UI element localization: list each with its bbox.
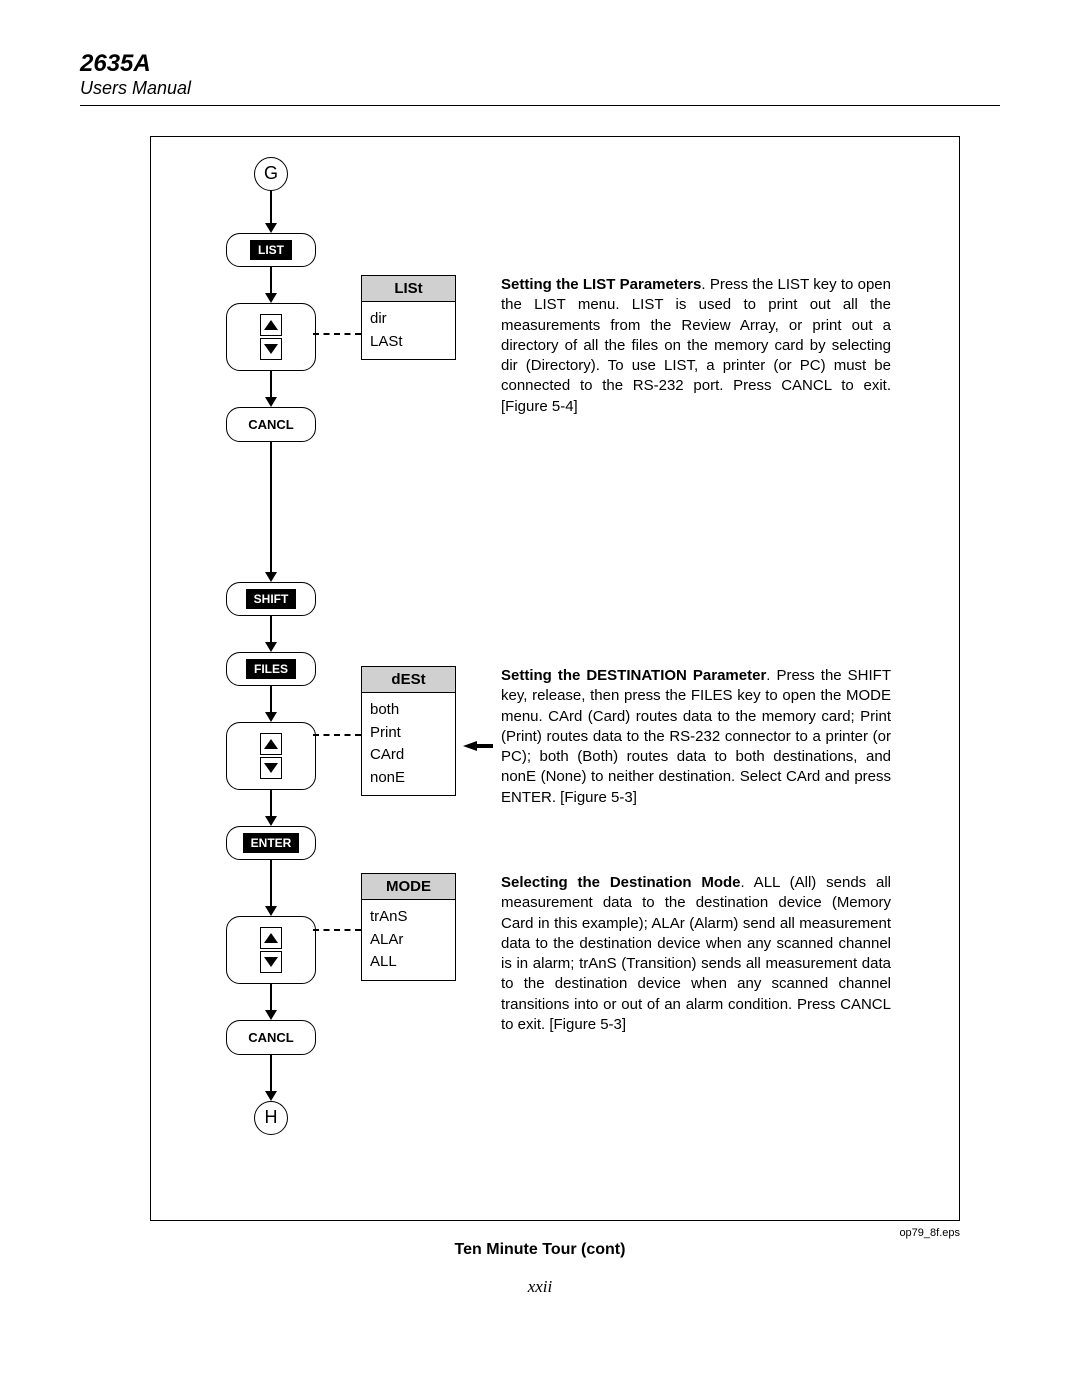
menu-mode-item: ALL (370, 951, 447, 974)
desc-mode: Selecting the Destination Mode. ALL (All… (501, 873, 891, 1035)
menu-list-item: LASt (370, 331, 447, 354)
node-g: G (254, 157, 288, 191)
button-cancl-label: CANCL (240, 414, 302, 435)
diagram-frame: G LIST CANCL SHIFT FILES (150, 136, 960, 1221)
button-cancl2-label: CANCL (240, 1027, 302, 1048)
desc-dest-text: . Press the SHIFT key, release, then pre… (501, 667, 891, 806)
updown-1 (226, 303, 316, 371)
menu-list-head: LISt (362, 276, 455, 302)
model-number: 2635A (80, 50, 1000, 78)
down-arrow-icon (260, 951, 282, 973)
button-enter-label: ENTER (243, 833, 300, 853)
up-arrow-icon (260, 733, 282, 755)
menu-dest-item: nonE (370, 767, 447, 790)
menu-dest-item: both (370, 699, 447, 722)
connector-dash (313, 333, 361, 335)
button-enter: ENTER (226, 826, 316, 860)
menu-dest-item: CArd (370, 744, 447, 767)
eps-filename: op79_8f.eps (80, 1227, 960, 1239)
up-arrow-icon (260, 927, 282, 949)
connector-dash (313, 929, 361, 931)
menu-dest-item: Print (370, 722, 447, 745)
up-arrow-icon (260, 314, 282, 336)
menu-mode: MODE trAnS ALAr ALL (361, 873, 456, 981)
menu-list: LISt dir LASt (361, 275, 456, 360)
button-list-label: LIST (250, 240, 292, 260)
button-shift: SHIFT (226, 582, 316, 616)
desc-list: Setting the LIST Parameters. Press the L… (501, 275, 891, 417)
menu-mode-head: MODE (362, 874, 455, 900)
desc-list-text: . Press the LIST key to open the LIST me… (501, 276, 891, 415)
figure-caption: Ten Minute Tour (cont) (80, 1241, 1000, 1259)
desc-mode-bold: Selecting the Destination Mode (501, 874, 741, 891)
manual-subtitle: Users Manual (80, 78, 1000, 99)
menu-dest-head: dESt (362, 667, 455, 693)
menu-dest: dESt both Print CArd nonE (361, 666, 456, 796)
button-cancl-1: CANCL (226, 407, 316, 442)
button-list: LIST (226, 233, 316, 267)
button-files: FILES (226, 652, 316, 686)
updown-3 (226, 916, 316, 984)
menu-list-item: dir (370, 308, 447, 331)
button-cancl-2: CANCL (226, 1020, 316, 1055)
page-header: 2635A Users Manual (80, 50, 1000, 106)
desc-dest: Setting the DESTINATION Parameter. Press… (501, 666, 891, 808)
menu-mode-item: trAnS (370, 906, 447, 929)
button-files-label: FILES (246, 659, 296, 679)
desc-list-bold: Setting the LIST Parameters (501, 276, 701, 293)
left-arrow-icon (463, 741, 477, 751)
page: 2635A Users Manual G LIST CANCL SHIFT (0, 0, 1080, 1327)
node-h: H (254, 1101, 288, 1135)
connector-dash (313, 734, 361, 736)
page-number: xxii (80, 1277, 1000, 1297)
down-arrow-icon (260, 338, 282, 360)
desc-mode-text: . ALL (All) sends all measurement data t… (501, 874, 891, 1033)
flow-column: G LIST CANCL SHIFT FILES (211, 157, 331, 1135)
desc-dest-bold: Setting the DESTINATION Parameter (501, 667, 766, 684)
menu-mode-item: ALAr (370, 929, 447, 952)
button-shift-label: SHIFT (246, 589, 297, 609)
down-arrow-icon (260, 757, 282, 779)
updown-2 (226, 722, 316, 790)
